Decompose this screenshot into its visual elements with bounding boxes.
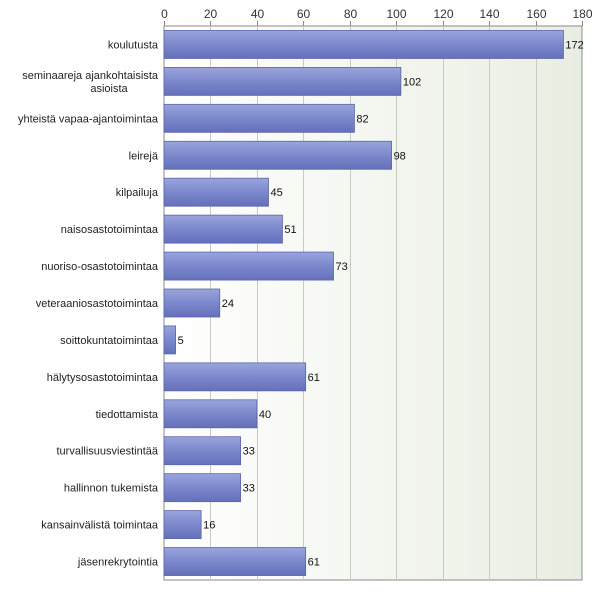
value-label: 33 <box>243 483 255 495</box>
bar <box>163 177 269 207</box>
category-label: jäsenrekrytointia <box>77 557 159 569</box>
x-tick-label: 180 <box>572 7 592 21</box>
bar <box>163 510 202 540</box>
x-tick-label: 160 <box>526 7 546 21</box>
value-label: 24 <box>222 298 234 310</box>
value-label: 33 <box>243 446 255 458</box>
bar <box>163 30 564 59</box>
value-label: 51 <box>284 224 296 236</box>
value-label: 82 <box>356 113 368 125</box>
value-label: 172 <box>565 39 583 51</box>
value-label: 98 <box>394 150 406 162</box>
bar <box>163 362 307 392</box>
x-tick-label: 20 <box>204 7 218 21</box>
value-label: 40 <box>259 409 271 421</box>
category-label: soittokuntatoimintaa <box>60 335 159 347</box>
bar <box>163 140 392 170</box>
category-label: naisosastotoimintaa <box>61 224 159 236</box>
category-label: koulutusta <box>108 39 159 51</box>
bar <box>163 473 242 503</box>
value-label: 73 <box>336 261 348 273</box>
category-label: kansainvälistä toimintaa <box>41 520 159 532</box>
value-label: 45 <box>271 187 283 199</box>
value-label: 16 <box>203 520 215 532</box>
bar <box>163 288 221 318</box>
category-label: seminaareja ajankohtaisista <box>22 70 159 82</box>
category-label: kilpailuja <box>116 187 159 199</box>
bar <box>163 325 177 355</box>
bar <box>163 436 242 466</box>
category-label: turvallisuusviestintää <box>57 446 159 458</box>
bar <box>163 103 355 133</box>
category-label: leirejä <box>129 150 159 162</box>
bar <box>163 67 402 96</box>
category-label: yhteistä vapaa-ajantoimintaa <box>18 113 159 125</box>
bar <box>163 547 307 576</box>
value-label: 61 <box>308 557 320 569</box>
category-label: hälytysosastotoimintaa <box>47 372 159 384</box>
x-tick-label: 120 <box>433 7 453 21</box>
x-tick-label: 80 <box>344 7 358 21</box>
x-tick-label: 60 <box>297 7 311 21</box>
value-label: 102 <box>403 76 421 88</box>
x-tick-label: 100 <box>386 7 406 21</box>
x-tick-label: 40 <box>251 7 265 21</box>
bar <box>163 251 334 281</box>
bar <box>163 214 283 244</box>
category-label: tiedottamista <box>96 409 159 421</box>
value-label: 61 <box>308 372 320 384</box>
x-tick-label: 140 <box>479 7 499 21</box>
category-label: asioista <box>90 83 128 95</box>
category-label: nuoriso-osastotoimintaa <box>41 261 159 273</box>
x-tick-label: 0 <box>161 7 168 21</box>
value-label: 5 <box>178 335 184 347</box>
bar <box>163 399 258 429</box>
category-label: veteraaniosastotoimintaa <box>36 298 159 310</box>
category-label: hallinnon tukemista <box>64 483 159 495</box>
